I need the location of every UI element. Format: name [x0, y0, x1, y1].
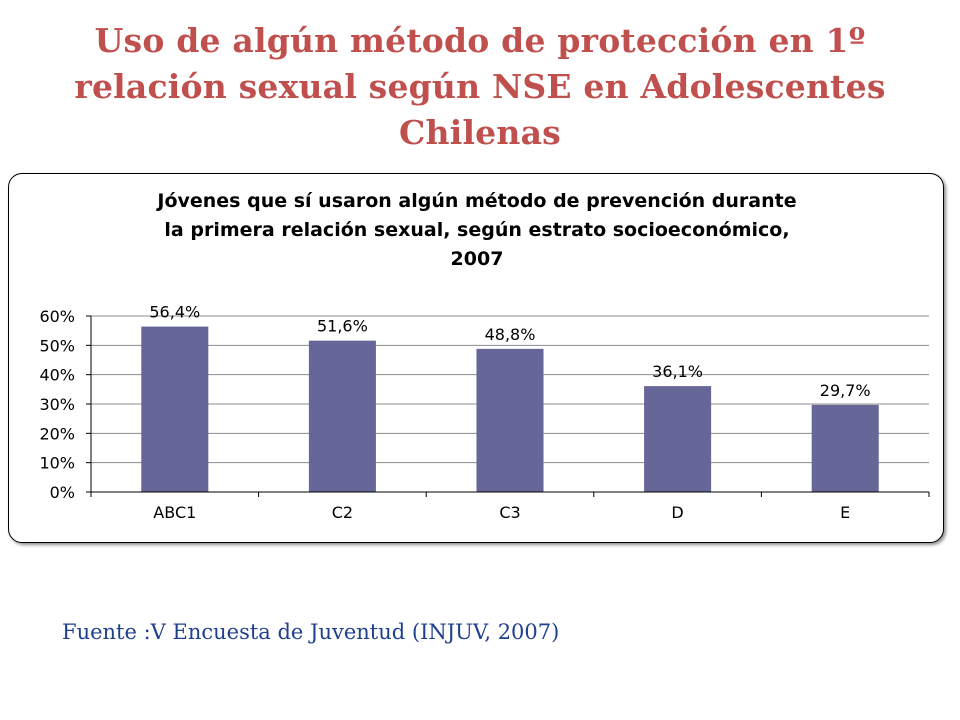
data-label-C3: 48,8%: [485, 325, 536, 344]
y-tick-label: 30%: [39, 395, 75, 414]
slide-title: Uso de algún método de protección en 1º …: [74, 21, 886, 152]
x-tick-label-C3: C3: [499, 503, 520, 522]
chart-frame: Jóvenes que sí usaron algún método de pr…: [8, 173, 944, 543]
source-note: Fuente :V Encuesta de Juventud (INJUV, 2…: [62, 620, 560, 644]
bar-E: [811, 404, 879, 492]
x-tick-label-E: E: [840, 503, 850, 522]
chart-title-line-2: la primera relación sexual, según estrat…: [164, 219, 790, 241]
y-tick-label: 50%: [39, 336, 75, 355]
x-tick-label-C2: C2: [332, 503, 353, 522]
data-label-E: 29,7%: [820, 381, 871, 400]
x-tick-label-D: D: [671, 503, 683, 522]
chart-title-line-1: Jóvenes que sí usaron algún método de pr…: [157, 190, 797, 212]
bar-C2: [308, 340, 376, 492]
y-tick-label: 60%: [39, 307, 75, 326]
chart-title-line-3: 2007: [450, 248, 504, 270]
bar-chart: 0% 10% 20% 30% 40% 50% 60% 56,4% ABC1 51,6% C2 48,8…: [39, 303, 930, 522]
data-label-ABC1: 56,4%: [149, 303, 200, 322]
bar-ABC1: [141, 326, 209, 492]
y-tick-label: 10%: [39, 454, 75, 473]
x-tick-label-ABC1: ABC1: [153, 503, 196, 522]
chart-title: Jóvenes que sí usaron algún método de pr…: [29, 187, 925, 274]
data-label-C2: 51,6%: [317, 317, 368, 336]
bar-C3: [476, 348, 544, 492]
bar-D: [644, 386, 712, 492]
y-tick-label: 40%: [39, 366, 75, 385]
data-label-D: 36,1%: [652, 362, 703, 381]
y-tick-label: 20%: [39, 424, 75, 443]
y-tick-label: 0%: [50, 483, 75, 502]
